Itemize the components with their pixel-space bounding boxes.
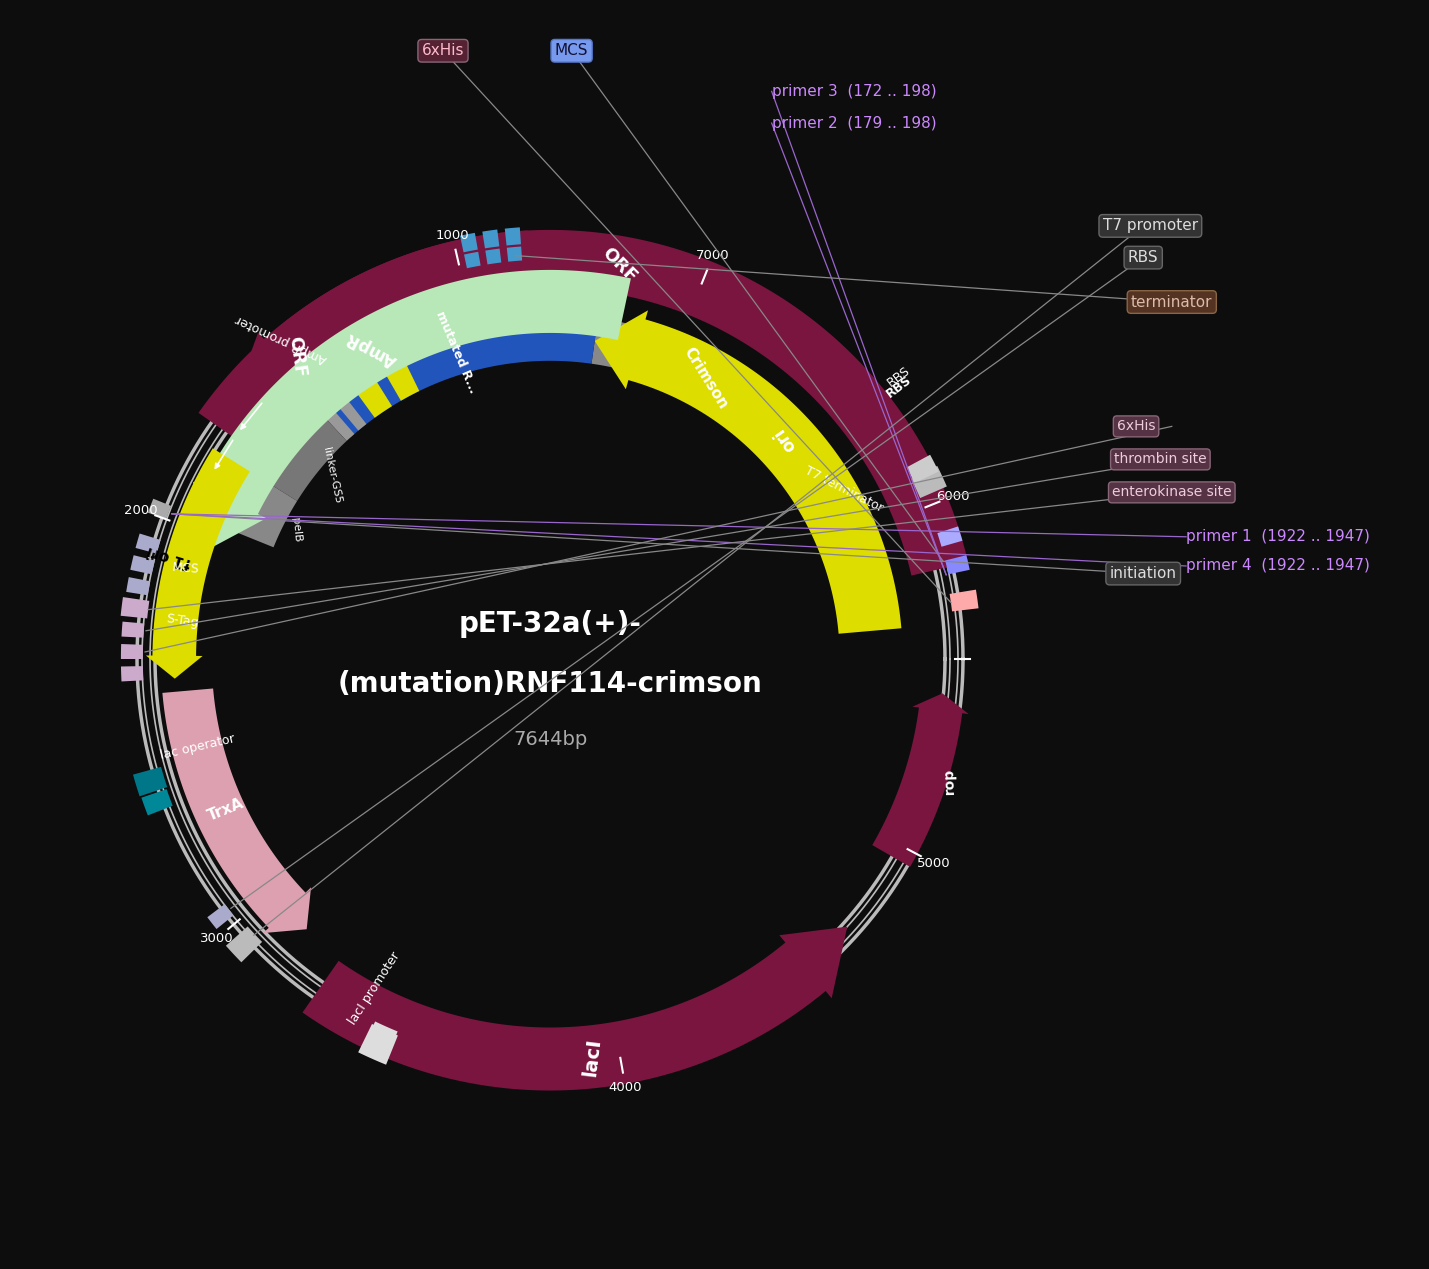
Polygon shape	[126, 577, 150, 595]
Polygon shape	[231, 477, 297, 547]
Polygon shape	[163, 689, 312, 933]
Text: primer 2  (179 .. 198): primer 2 (179 .. 198)	[772, 115, 936, 131]
Text: pET-32a(+)-: pET-32a(+)-	[459, 610, 642, 638]
Text: (mutation)RNF114-crimson: (mutation)RNF114-crimson	[337, 670, 763, 698]
Polygon shape	[483, 230, 499, 249]
Polygon shape	[121, 666, 143, 681]
Text: 3000: 3000	[200, 933, 233, 945]
Text: ORF: ORF	[599, 244, 640, 286]
Text: pelB: pelB	[290, 516, 303, 542]
Polygon shape	[872, 693, 969, 867]
Polygon shape	[592, 319, 813, 467]
Text: enterokinase site: enterokinase site	[1112, 485, 1232, 500]
Polygon shape	[507, 246, 522, 261]
Text: ORF: ORF	[284, 335, 309, 379]
Polygon shape	[146, 448, 250, 679]
Text: 4000: 4000	[609, 1081, 642, 1094]
Polygon shape	[906, 454, 939, 483]
Polygon shape	[133, 766, 167, 797]
Text: 1000: 1000	[436, 228, 469, 241]
Text: primer 1  (1922 .. 1947): primer 1 (1922 .. 1947)	[1186, 529, 1370, 544]
Text: primer 3  (172 .. 198): primer 3 (172 .. 198)	[772, 84, 936, 99]
Polygon shape	[320, 315, 597, 438]
Polygon shape	[945, 556, 970, 575]
Polygon shape	[223, 230, 967, 576]
Text: thrombin site: thrombin site	[1115, 452, 1206, 467]
Text: MCS: MCS	[171, 561, 200, 576]
Text: 6xHis: 6xHis	[422, 43, 464, 58]
Text: terminator: terminator	[1130, 294, 1213, 310]
Polygon shape	[226, 926, 262, 962]
Text: AmpR: AmpR	[343, 329, 400, 371]
Text: 7000: 7000	[696, 249, 730, 263]
Text: MCS: MCS	[554, 43, 589, 58]
Polygon shape	[843, 391, 892, 439]
Text: 6xHis: 6xHis	[1117, 419, 1155, 434]
Polygon shape	[141, 789, 173, 816]
Polygon shape	[130, 556, 154, 575]
Text: lacI promoter: lacI promoter	[346, 950, 403, 1028]
Text: 6000: 6000	[936, 490, 970, 503]
Polygon shape	[950, 590, 979, 612]
Text: 5000: 5000	[917, 857, 950, 869]
Polygon shape	[486, 249, 502, 264]
Polygon shape	[359, 1024, 397, 1065]
Polygon shape	[464, 251, 480, 268]
Polygon shape	[199, 231, 530, 447]
Text: T7 promoter: T7 promoter	[1103, 218, 1198, 233]
Text: f1 ori: f1 ori	[146, 543, 193, 571]
Text: T7 terminator: T7 terminator	[803, 464, 885, 515]
Polygon shape	[912, 466, 947, 497]
Text: mutated R...: mutated R...	[433, 308, 479, 395]
Text: lacI: lacI	[580, 1037, 603, 1077]
Text: lac operator: lac operator	[159, 732, 236, 761]
Polygon shape	[136, 533, 160, 553]
Text: S-Tag: S-Tag	[166, 612, 200, 629]
Polygon shape	[193, 270, 630, 548]
Text: linker-GS5: linker-GS5	[322, 447, 343, 505]
Text: initiation: initiation	[1110, 566, 1176, 581]
Polygon shape	[377, 349, 419, 401]
Polygon shape	[149, 499, 171, 519]
Polygon shape	[121, 645, 143, 659]
Text: AmpR promoter: AmpR promoter	[233, 312, 329, 365]
Polygon shape	[316, 400, 354, 440]
Polygon shape	[347, 367, 392, 418]
Polygon shape	[120, 598, 150, 618]
Polygon shape	[303, 926, 847, 1090]
Text: rop: rop	[943, 768, 957, 794]
Text: 2000: 2000	[124, 504, 159, 516]
Text: 7644bp: 7644bp	[513, 730, 587, 749]
Text: RBS: RBS	[883, 373, 913, 400]
Polygon shape	[362, 1022, 397, 1061]
Text: RBS: RBS	[1127, 250, 1159, 265]
Polygon shape	[460, 232, 477, 253]
Text: ori: ori	[770, 424, 800, 456]
Polygon shape	[329, 388, 366, 430]
Polygon shape	[594, 311, 902, 633]
Polygon shape	[937, 527, 963, 547]
Text: primer 4  (1922 .. 1947): primer 4 (1922 .. 1947)	[1186, 558, 1370, 574]
Text: TrxA: TrxA	[206, 796, 246, 824]
Text: RBS: RBS	[885, 364, 913, 390]
Text: Crimson: Crimson	[680, 344, 730, 411]
Polygon shape	[207, 904, 233, 929]
Polygon shape	[259, 407, 347, 501]
Polygon shape	[121, 622, 144, 638]
Polygon shape	[504, 227, 522, 245]
